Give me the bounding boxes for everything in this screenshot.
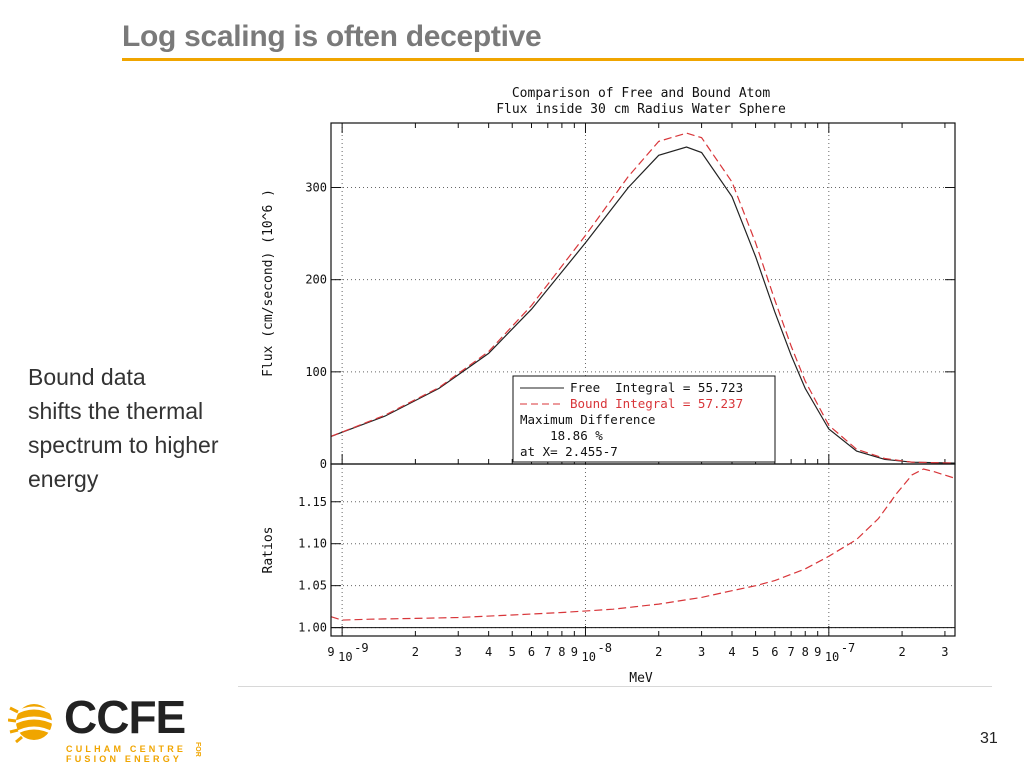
x-tick-label: 10: [825, 650, 839, 664]
x-tick-label: 9: [814, 645, 821, 659]
ratio-panel: 1.001.051.101.159 10-9 2 3 4 5 6 7 8 9 10-8 2 3 4 5 6 7 8…: [298, 463, 956, 664]
legend-box: [512, 375, 776, 463]
legend-bound-label: Bound Integral = 57.237: [570, 396, 743, 411]
x-tick-label: 8: [802, 645, 809, 659]
x-tick-label: 6: [528, 645, 535, 659]
side-caption-line: Bound data: [28, 364, 146, 390]
slide-title: Log scaling is often deceptive: [122, 20, 542, 53]
side-caption: Bound data shifts the thermal spectrum t…: [28, 360, 268, 496]
x-tick-label: 2: [898, 645, 905, 659]
x-axis-label: MeV: [629, 671, 653, 686]
logo-tagline: CULHAM CENTRE: [66, 744, 187, 754]
legend-note-line: at X= 2.455-7: [520, 444, 618, 459]
legend-note-line: Maximum Difference: [520, 412, 655, 427]
logo-tagline: FUSION ENERGY: [66, 754, 183, 764]
chart-title-line: Comparison of Free and Bound Atom: [512, 86, 770, 101]
flux-y-axis-label: Flux (cm/second) (10^6 ): [261, 189, 276, 377]
x-tick-label: 4: [728, 645, 735, 659]
x-tick-label: 3: [698, 645, 705, 659]
page-number: 31: [980, 730, 998, 747]
x-tick-label: 2: [412, 645, 419, 659]
chart-text: Comparison of Free and Bound Atom Flux i…: [261, 86, 786, 686]
x-tick-label: 7: [788, 645, 795, 659]
x-tick-label: 10: [338, 650, 352, 664]
x-tick-label: 6: [771, 645, 778, 659]
x-tick-label: 4: [485, 645, 492, 659]
free-flux-line: [330, 146, 956, 464]
x-tick-label: 8: [558, 645, 565, 659]
x-tick-label: 7: [544, 645, 551, 659]
y-tick-label: 300: [305, 181, 327, 195]
chart-legend: Free Integral = 55.723 Bound Integral = …: [512, 375, 776, 463]
side-caption-line: energy: [28, 466, 99, 492]
legend-note-line: 18.86 %: [520, 428, 603, 443]
x-tick-label: 3: [941, 645, 948, 659]
chart-bottom-rule: [238, 686, 992, 687]
x-tick-exponent: -8: [597, 641, 611, 655]
x-tick-label: 5: [509, 645, 516, 659]
x-tick-label: 9: [327, 645, 334, 659]
bound-flux-line: [330, 132, 956, 464]
ratio-plot-frame: [330, 463, 956, 637]
legend-free-label: Free Integral = 55.723: [570, 380, 743, 395]
ccfe-logo: CCFE CULHAM CENTRE FUSION ENERGY FOR: [8, 690, 208, 764]
x-tick-exponent: -7: [841, 641, 855, 655]
title-underline: [122, 58, 1024, 61]
logo-wordmark: CCFE: [64, 691, 186, 743]
ratio-y-axis-label: Ratios: [261, 527, 276, 574]
x-tick-label: 2: [655, 645, 662, 659]
side-caption-line: shifts the thermal: [28, 398, 204, 424]
x-tick-label: 3: [455, 645, 462, 659]
x-tick-label: 9: [571, 645, 578, 659]
y-tick-label: 100: [305, 365, 327, 379]
flux-panel: 0 100 200 300: [305, 122, 956, 471]
y-tick-label: 1.00: [298, 621, 327, 635]
y-tick-label: 1.15: [298, 495, 327, 509]
y-tick-label: 200: [305, 273, 327, 287]
x-tick-exponent: -9: [354, 641, 368, 655]
chart-title-line: Flux inside 30 cm Radius Water Sphere: [496, 102, 786, 117]
side-caption-line: spectrum to higher: [28, 432, 219, 458]
ratio-line: [330, 468, 956, 621]
sun-emblem-icon: [8, 704, 57, 744]
x-tick-label: 10: [581, 650, 595, 664]
logo-for-vertical: FOR: [194, 742, 201, 757]
y-tick-label: 1.10: [298, 537, 327, 551]
y-tick-label: 1.05: [298, 579, 327, 593]
y-tick-label: 0: [320, 457, 327, 471]
x-tick-label: 5: [752, 645, 759, 659]
